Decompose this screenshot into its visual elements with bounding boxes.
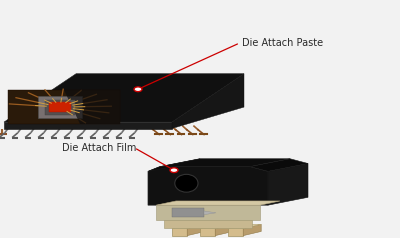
Circle shape [134,87,142,92]
Text: Die Attach Paste: Die Attach Paste [242,38,323,48]
Polygon shape [268,164,308,205]
Polygon shape [148,167,268,205]
Polygon shape [4,122,172,129]
Polygon shape [215,224,233,236]
Polygon shape [228,224,261,228]
Polygon shape [200,228,215,236]
Polygon shape [64,90,120,124]
Polygon shape [44,100,76,114]
Polygon shape [228,228,243,236]
Ellipse shape [175,174,198,192]
Polygon shape [243,224,261,236]
Polygon shape [204,211,216,215]
Polygon shape [8,90,120,124]
Circle shape [170,168,178,173]
Polygon shape [156,205,260,220]
Text: Die Attach Film: Die Attach Film [62,143,136,153]
Polygon shape [172,74,244,129]
Polygon shape [172,224,205,228]
Polygon shape [148,159,200,171]
Polygon shape [164,220,252,228]
Polygon shape [4,74,244,122]
Polygon shape [38,96,82,118]
Polygon shape [187,224,205,236]
Polygon shape [156,201,280,205]
Polygon shape [250,159,308,171]
Polygon shape [200,224,233,228]
Polygon shape [49,102,71,112]
Polygon shape [172,228,187,236]
Polygon shape [160,159,290,167]
Polygon shape [172,208,204,218]
